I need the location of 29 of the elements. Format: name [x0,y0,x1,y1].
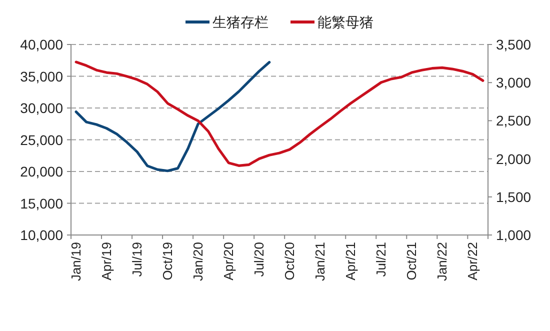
x-tick-label: Jan/21 [312,242,328,282]
x-tick-label: Jul/21 [374,242,389,277]
x-tick-label: Jan/19 [68,242,84,282]
x-tick-label: Apr/22 [465,242,480,280]
y-tick-label: 35,000 [20,68,64,84]
y-tick-label: 15,000 [20,195,64,212]
x-tick-label: Jul/20 [252,242,267,277]
y-tick-label: 40,000 [20,36,64,52]
y2-tick-label: 1,000 [496,227,532,243]
x-tick-label: Oct/19 [160,242,176,280]
x-tick-label: Apr/19 [99,242,114,280]
y-tick-label: 20,000 [20,164,64,180]
y2-tick-label: 1,500 [496,188,532,205]
y2-tick-label: 3,000 [496,74,532,91]
x-tick-label: Apr/21 [343,242,358,280]
legend-label: 生猪存栏 [212,14,268,30]
x-tick-label: Apr/20 [221,242,236,280]
y-tick-label: 10,000 [20,227,64,243]
y2-tick-label: 3,500 [496,36,532,52]
x-tick-label: Jan/20 [190,242,206,282]
y-tick-label: 30,000 [20,100,64,116]
y2-tick-label: 2,500 [496,112,532,129]
y-tick-label: 25,000 [20,132,64,148]
x-tick-label: Oct/21 [404,242,420,280]
x-tick-label: Jul/19 [130,242,145,277]
legend-label: 能繁母猪 [318,14,374,30]
x-tick-label: Jan/22 [434,242,450,282]
x-tick-label: Oct/20 [282,242,298,280]
y2-tick-label: 2,000 [496,150,532,167]
